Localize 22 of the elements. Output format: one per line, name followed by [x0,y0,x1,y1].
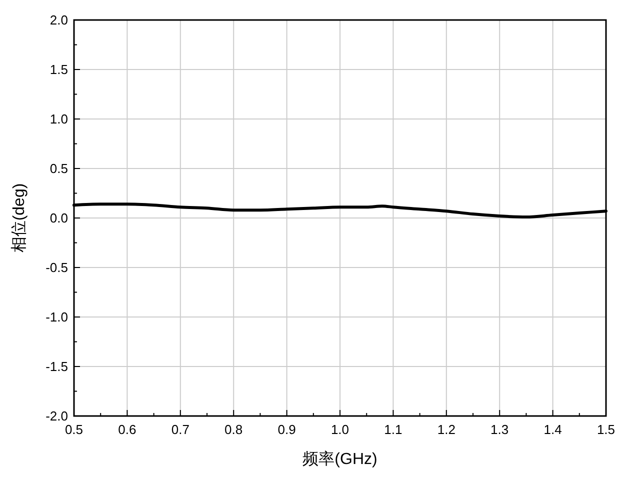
y-tick-label: -1.0 [46,310,68,324]
x-tick-label: 1.3 [490,422,509,437]
y-tick-label: -1.5 [46,359,68,374]
x-tick-label: 1.1 [384,422,402,437]
x-tick-label: 1.4 [544,422,562,437]
x-tick-label: 1.2 [437,422,456,437]
x-tick-label: 0.9 [278,422,296,437]
x-tick-label: 0.5 [64,422,84,437]
y-tick-label: 2.0 [50,12,68,28]
y-tick-label: 1.5 [50,62,68,77]
y-axis-title: 相位(deg) [10,183,28,253]
x-tick-label: 0.8 [224,422,243,437]
x-tick-label: 0.7 [171,422,190,437]
y-tick-label: -0.5 [46,260,68,275]
x-tick-label: 0.6 [118,422,136,437]
y-tick-label: 1.0 [50,112,68,126]
x-axis-title: 频率(GHz) [302,450,378,468]
y-tick-label: -2.0 [46,408,68,424]
x-tick-label: 1.5 [596,422,616,437]
y-tick-label: 0.5 [50,161,68,176]
x-tick-label: 1.0 [330,422,350,437]
y-tick-label: 0.0 [50,210,68,226]
